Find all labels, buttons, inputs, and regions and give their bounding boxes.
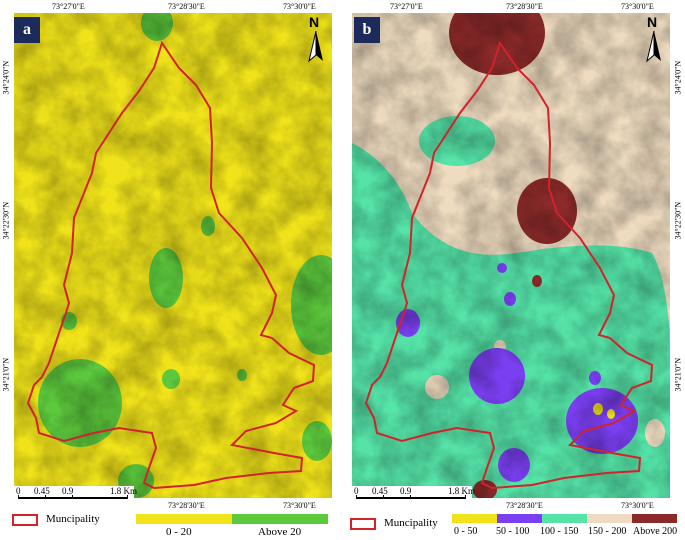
scale-label-b-3: 1.8 Km <box>448 486 475 496</box>
legend-a-label-1: Above 20 <box>258 526 302 538</box>
legend-b-swatch-1 <box>497 514 542 523</box>
legend-b-swatch-4 <box>632 514 677 523</box>
scale-label-a-2: 0.9 <box>62 486 74 496</box>
legend-a-swatch-1 <box>232 514 328 524</box>
coord-top-b-1: 73°27'0"E <box>390 2 423 11</box>
scale-label-b-1: 0.45 <box>372 486 388 496</box>
municipality-swatch-a <box>12 514 38 526</box>
coord-top-b-2: 73°28'30"E <box>506 2 543 11</box>
legend-a-swatch-0 <box>136 514 232 524</box>
north-label-b: N <box>647 14 658 30</box>
coord-top-a-1: 73°27'0"E <box>52 2 85 11</box>
coord-bottom-b-2: 73°30'0"E <box>621 501 654 510</box>
legend-b-swatch-0 <box>452 514 497 523</box>
scale-label-b-0: 0 <box>354 486 359 496</box>
map-panel-b <box>352 0 670 500</box>
map-panel-a <box>14 5 351 498</box>
coord-top-b-3: 73°30'0"E <box>621 2 654 11</box>
legend-b-label-3: 150 - 200 <box>588 526 627 537</box>
scale-label-b-2: 0.9 <box>400 486 412 496</box>
north-arrow-icon <box>646 30 661 63</box>
coord-right-b-2: 34°22'30"N <box>673 201 683 240</box>
coord-left-a-1: 34°24'0"N <box>1 60 11 95</box>
legend-b-label-2: 100 - 150 <box>540 526 579 537</box>
legend-a: Muncipality 0 - 20 Above 20 <box>12 512 342 538</box>
coord-bottom-a-1: 73°28'30"E <box>168 501 205 510</box>
coord-bottom-a-2: 73°30'0"E <box>283 501 316 510</box>
municipality-boundary-b <box>364 40 654 490</box>
legend-b-swatch-3 <box>587 514 632 523</box>
scale-label-a-0: 0 <box>16 486 21 496</box>
coord-top-a-2: 73°28'30"E <box>168 2 205 11</box>
map-a-canvas <box>14 5 351 498</box>
legend-b-label-0: 0 - 50 <box>454 526 478 537</box>
scale-bar-b <box>352 486 472 500</box>
scale-label-a-1: 0.45 <box>34 486 50 496</box>
scale-label-a-3: 1.8 Km <box>110 486 137 496</box>
municipality-label-a: Muncipality <box>46 513 100 525</box>
north-arrow-icon <box>308 30 323 63</box>
coord-right-b-3: 34°21'0"N <box>673 357 683 392</box>
panel-label-a: a <box>14 17 40 43</box>
panel-label-b: b <box>354 17 380 43</box>
legend-b: Muncipality 0 - 50 50 - 100 100 - 150 15… <box>350 512 685 538</box>
coord-left-a-3: 34°21'0"N <box>1 357 11 392</box>
municipality-boundary-a <box>26 40 316 490</box>
coord-left-a-2: 34°22'30"N <box>1 201 11 240</box>
coord-top-a-3: 73°30'0"E <box>283 2 316 11</box>
north-label-a: N <box>309 14 320 30</box>
legend-b-label-4: Above 200 <box>633 526 678 537</box>
legend-b-swatch-2 <box>542 514 587 523</box>
legend-b-label-1: 50 - 100 <box>496 526 530 537</box>
municipality-label-b: Muncipality <box>384 517 438 529</box>
map-b-canvas <box>352 0 670 500</box>
coord-right-b-1: 34°24'0"N <box>673 60 683 95</box>
municipality-swatch-b <box>350 518 376 530</box>
coord-bottom-b-1: 73°28'30"E <box>506 501 543 510</box>
scale-bar-a <box>14 486 134 500</box>
legend-a-label-0: 0 - 20 <box>166 526 192 538</box>
